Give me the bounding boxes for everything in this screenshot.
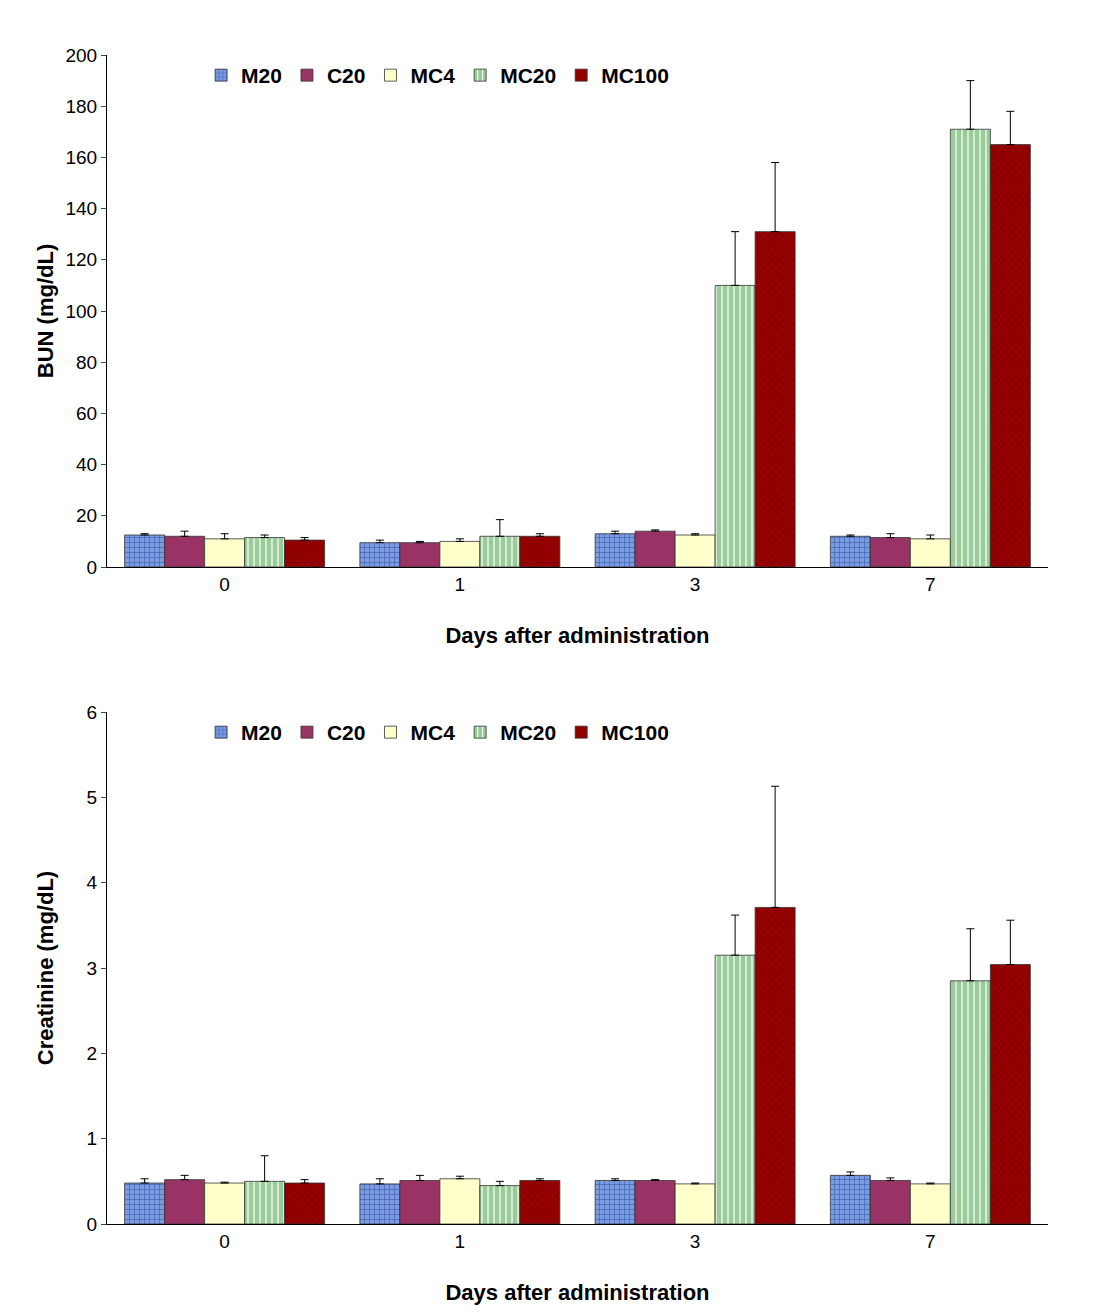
svg-text:7: 7 bbox=[925, 1231, 936, 1252]
svg-text:120: 120 bbox=[65, 249, 97, 270]
svg-text:MC20: MC20 bbox=[500, 721, 556, 744]
svg-text:4: 4 bbox=[87, 872, 98, 893]
svg-text:100: 100 bbox=[65, 301, 97, 322]
svg-text:BUN (mg/dL): BUN (mg/dL) bbox=[33, 244, 58, 378]
svg-text:C20: C20 bbox=[327, 721, 366, 744]
svg-text:7: 7 bbox=[925, 574, 936, 595]
svg-text:Days after administration: Days after administration bbox=[445, 623, 709, 648]
svg-text:3: 3 bbox=[690, 574, 701, 595]
svg-text:0: 0 bbox=[87, 557, 98, 578]
svg-text:80: 80 bbox=[76, 352, 97, 373]
svg-text:MC100: MC100 bbox=[601, 64, 669, 87]
svg-text:40: 40 bbox=[76, 454, 97, 475]
svg-text:1: 1 bbox=[87, 1128, 98, 1149]
svg-text:6: 6 bbox=[87, 702, 98, 723]
svg-text:M20: M20 bbox=[241, 721, 282, 744]
svg-text:2: 2 bbox=[87, 1043, 98, 1064]
svg-text:0: 0 bbox=[87, 1214, 98, 1235]
svg-text:Days after administration: Days after administration bbox=[445, 1280, 709, 1305]
svg-text:0: 0 bbox=[219, 1231, 230, 1252]
svg-text:MC4: MC4 bbox=[410, 64, 455, 87]
svg-text:3: 3 bbox=[690, 1231, 701, 1252]
svg-text:200: 200 bbox=[65, 45, 97, 66]
svg-text:C20: C20 bbox=[327, 64, 366, 87]
svg-text:140: 140 bbox=[65, 198, 97, 219]
svg-text:160: 160 bbox=[65, 147, 97, 168]
svg-text:MC20: MC20 bbox=[500, 64, 556, 87]
svg-text:Creatinine (mg/dL): Creatinine (mg/dL) bbox=[33, 871, 58, 1065]
svg-text:20: 20 bbox=[76, 505, 97, 526]
svg-text:3: 3 bbox=[87, 958, 98, 979]
svg-text:1: 1 bbox=[455, 574, 466, 595]
svg-text:MC100: MC100 bbox=[601, 721, 669, 744]
svg-text:M20: M20 bbox=[241, 64, 282, 87]
svg-text:MC4: MC4 bbox=[410, 721, 455, 744]
svg-text:0: 0 bbox=[219, 574, 230, 595]
svg-text:1: 1 bbox=[455, 1231, 466, 1252]
svg-text:5: 5 bbox=[87, 787, 98, 808]
svg-text:60: 60 bbox=[76, 403, 97, 424]
svg-text:180: 180 bbox=[65, 96, 97, 117]
